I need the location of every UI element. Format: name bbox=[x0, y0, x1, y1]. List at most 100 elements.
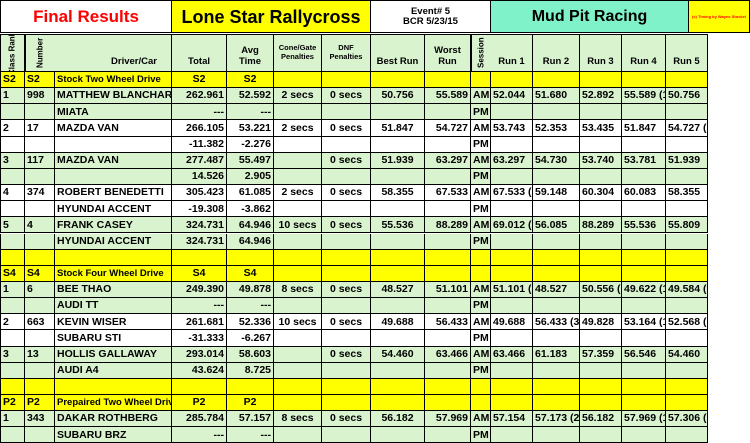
table-cell-run-1: 63.466 bbox=[491, 346, 533, 363]
event-name: Lone Star Rallycross bbox=[172, 0, 371, 33]
table-cell-worst-run bbox=[425, 136, 471, 153]
table-cell-run-1 bbox=[491, 233, 533, 250]
table-cell-session: PM bbox=[471, 233, 491, 250]
table-cell-total: -19.308 bbox=[172, 201, 227, 218]
table-cell-worst-run bbox=[425, 201, 471, 218]
table-cell-class-rank bbox=[0, 233, 25, 250]
table-cell-avg-time: 55.497 bbox=[227, 152, 274, 169]
table-cell-driver-car: HYUNDAI ACCENT bbox=[55, 201, 172, 218]
class-row-cone-gate-penalties bbox=[274, 395, 322, 412]
table-cell-driver-car: AUDI TT bbox=[55, 298, 172, 315]
table-cell-best-run: 48.527 bbox=[371, 281, 425, 299]
class-row-total: S4 bbox=[172, 265, 227, 282]
class-row-class-rank: S2 bbox=[0, 72, 25, 89]
table-cell-dnf-penalties: 0 secs bbox=[322, 217, 371, 234]
table-cell-avg-time: 53.221 bbox=[227, 120, 274, 137]
table-cell-run-5: 54.727 (1) bbox=[666, 120, 708, 137]
table-cell-run-5: 54.460 bbox=[666, 346, 708, 363]
table-cell-run-1 bbox=[491, 136, 533, 153]
table-cell-run-1: 67.533 (1) bbox=[491, 185, 533, 202]
table-cell-dnf-penalties: 0 secs bbox=[322, 411, 371, 428]
table-cell-class-rank: 3 bbox=[0, 346, 25, 363]
table-cell-session: PM bbox=[471, 201, 491, 218]
header-driver-car: Driver/Car bbox=[55, 34, 172, 72]
table-cell-class-rank: 2 bbox=[0, 120, 25, 137]
table-cell-best-run bbox=[371, 104, 425, 121]
table-cell-best-run: 54.460 bbox=[371, 346, 425, 363]
class-row-driver-car: Stock Two Wheel Drive bbox=[55, 72, 172, 89]
table-cell-run-4 bbox=[622, 298, 666, 315]
table-cell-run-2: 56.433 (3) bbox=[533, 314, 580, 331]
table-cell-best-run bbox=[371, 427, 425, 443]
table-cell-run-2: 59.148 bbox=[533, 185, 580, 202]
table-cell-best-run: 58.355 bbox=[371, 185, 425, 202]
event-date: BCR 5/23/15 bbox=[403, 15, 458, 27]
table-cell-number bbox=[25, 427, 55, 443]
class-row-run-1 bbox=[491, 72, 533, 89]
table-cell-number bbox=[25, 362, 55, 379]
table-cell-run-5 bbox=[666, 136, 708, 153]
table-cell-class-rank bbox=[0, 330, 25, 347]
table-cell-total: --- bbox=[172, 298, 227, 315]
table-cell-driver-car: AUDI A4 bbox=[55, 362, 172, 379]
table-cell-run-3 bbox=[580, 249, 622, 266]
table-cell-number bbox=[25, 378, 55, 395]
class-row-avg-time: S4 bbox=[227, 265, 274, 282]
table-cell-cone-gate-penalties bbox=[274, 378, 322, 395]
table-cell-avg-time: -2.276 bbox=[227, 136, 274, 153]
class-row-run-2 bbox=[533, 265, 580, 282]
table-cell-run-2 bbox=[533, 104, 580, 121]
table-cell-session: PM bbox=[471, 136, 491, 153]
table-cell-worst-run: 57.969 bbox=[425, 411, 471, 428]
table-cell-class-rank bbox=[0, 249, 25, 266]
table-cell-run-4 bbox=[622, 427, 666, 443]
table-cell-run-4: 56.546 bbox=[622, 346, 666, 363]
table-cell-avg-time bbox=[227, 249, 274, 266]
event-info: Event# 5 BCR 5/23/15 bbox=[371, 0, 491, 33]
table-cell-cone-gate-penalties bbox=[274, 249, 322, 266]
table-cell-session: AM bbox=[471, 120, 491, 137]
table-cell-run-2: 48.527 bbox=[533, 281, 580, 299]
table-cell-cone-gate-penalties bbox=[274, 427, 322, 443]
table-cell-driver-car: MAZDA VAN bbox=[55, 120, 172, 137]
table-cell-run-2: 54.730 bbox=[533, 152, 580, 169]
table-cell-number bbox=[25, 298, 55, 315]
table-cell-session: AM bbox=[471, 152, 491, 169]
table-cell-avg-time: 58.603 bbox=[227, 346, 274, 363]
table-cell-run-2 bbox=[533, 427, 580, 443]
table-cell-run-4 bbox=[622, 362, 666, 379]
table-cell-class-rank bbox=[0, 298, 25, 315]
class-row-run-4 bbox=[622, 72, 666, 89]
table-cell-cone-gate-penalties: 2 secs bbox=[274, 88, 322, 105]
table-cell-class-rank bbox=[0, 362, 25, 379]
table-cell-dnf-penalties: 0 secs bbox=[322, 314, 371, 331]
table-cell-run-5: 55.809 bbox=[666, 217, 708, 234]
table-cell-session: PM bbox=[471, 362, 491, 379]
table-cell-total: 277.487 bbox=[172, 152, 227, 169]
class-row-class-rank: S4 bbox=[0, 265, 25, 282]
table-cell-best-run bbox=[371, 249, 425, 266]
table-cell-best-run: 56.182 bbox=[371, 411, 425, 428]
table-cell-run-4: 55.589 (1) bbox=[622, 88, 666, 105]
table-cell-dnf-penalties bbox=[322, 427, 371, 443]
table-cell-avg-time: 57.157 bbox=[227, 411, 274, 428]
table-cell-dnf-penalties: 0 secs bbox=[322, 185, 371, 202]
header-cone-gate-penalties: Cone/Gate Penalties bbox=[274, 34, 322, 72]
table-cell-dnf-penalties bbox=[322, 249, 371, 266]
class-row-avg-time: S2 bbox=[227, 72, 274, 89]
table-cell-run-5 bbox=[666, 298, 708, 315]
timing-credit: (c) Timing by Wayne Stockel bbox=[689, 0, 750, 33]
table-cell-run-1 bbox=[491, 104, 533, 121]
table-cell-dnf-penalties bbox=[322, 362, 371, 379]
table-cell-run-5 bbox=[666, 201, 708, 218]
table-cell-run-5 bbox=[666, 104, 708, 121]
table-cell-dnf-penalties bbox=[322, 330, 371, 347]
table-cell-driver-car bbox=[55, 378, 172, 395]
table-cell-number bbox=[25, 136, 55, 153]
class-row-session bbox=[471, 265, 491, 282]
table-cell-driver-car: DAKAR ROTHBERG bbox=[55, 411, 172, 428]
table-cell-dnf-penalties: 0 secs bbox=[322, 281, 371, 299]
table-cell-avg-time: 61.085 bbox=[227, 185, 274, 202]
table-cell-run-1 bbox=[491, 330, 533, 347]
table-cell-run-4: 51.847 bbox=[622, 120, 666, 137]
